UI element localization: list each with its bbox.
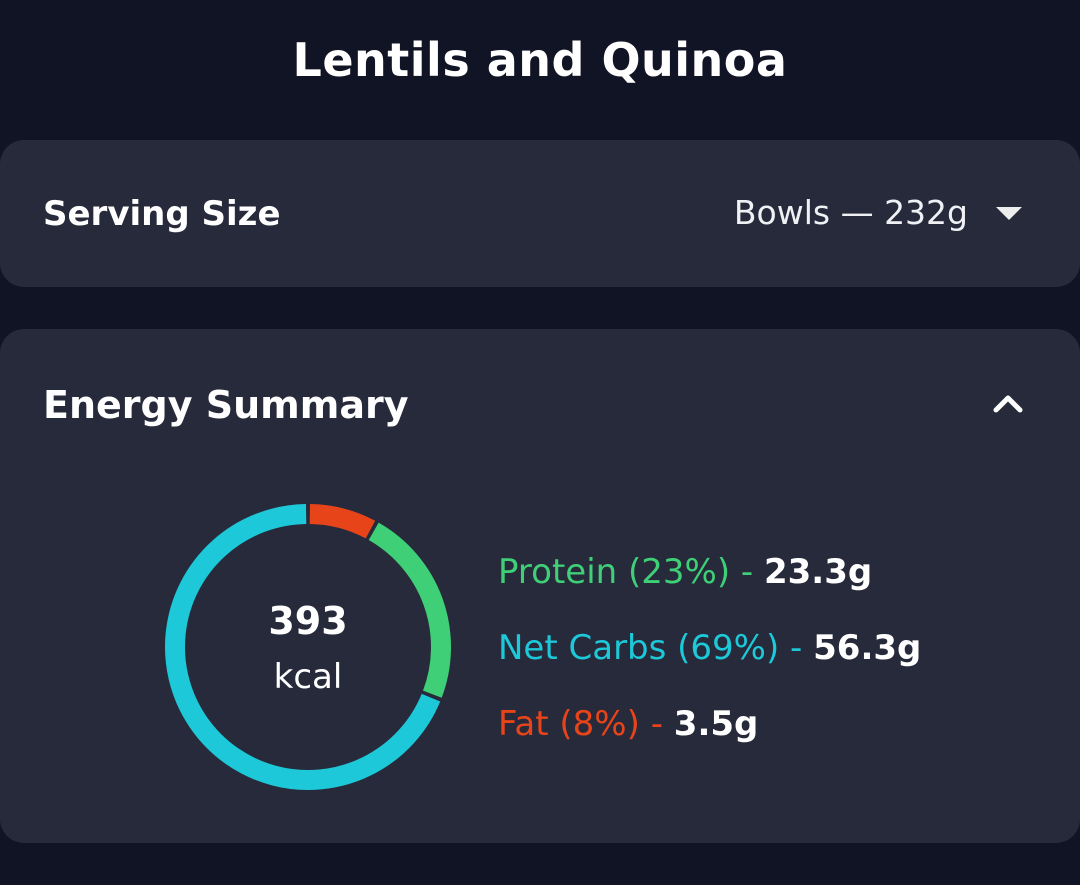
page-title: Lentils and Quinoa <box>292 33 788 87</box>
serving-size-card: Serving Size Bowls — 232g <box>0 140 1080 287</box>
donut-center: 393 kcal <box>162 501 454 793</box>
donut-segment-fat <box>309 504 376 539</box>
macro-dash: - <box>779 628 814 668</box>
donut-segment-net-carbs <box>165 504 441 790</box>
macro-list: Protein (23%) - 23.3g Net Carbs (69%) - … <box>498 551 921 779</box>
macro-amount-fat: 3.5g <box>673 704 759 744</box>
macro-row-protein: Protein (23%) - 23.3g <box>498 551 921 593</box>
macro-row-fat: Fat (8%) - 3.5g <box>498 703 921 745</box>
donut-segment-protein <box>368 522 451 698</box>
calorie-donut-chart: 393 kcal <box>162 501 454 793</box>
energy-summary-card: Energy Summary 393 kcal Protein (23%) - … <box>0 329 1080 843</box>
serving-size-dropdown[interactable]: Bowls — 232g <box>734 188 1022 238</box>
macro-amount-net-carbs: 56.3g <box>813 628 922 668</box>
caret-down-icon <box>996 206 1022 220</box>
macro-label-protein: Protein (23%) <box>498 552 731 592</box>
energy-summary-title: Energy Summary <box>43 383 409 427</box>
collapse-button[interactable] <box>988 383 1028 423</box>
kcal-unit: kcal <box>273 657 343 697</box>
serving-size-label: Serving Size <box>43 194 281 234</box>
serving-size-value: Bowls — 232g <box>733 193 968 232</box>
kcal-value: 393 <box>268 599 348 643</box>
macro-amount-protein: 23.3g <box>763 552 873 592</box>
macro-dash: - <box>730 552 764 592</box>
chevron-up-icon <box>993 395 1023 413</box>
macro-label-fat: Fat (8%) <box>498 704 640 744</box>
donut-ring <box>165 504 451 790</box>
macro-row-net-carbs: Net Carbs (69%) - 56.3g <box>498 627 921 669</box>
macro-dash: - <box>639 704 674 744</box>
macro-label-net-carbs: Net Carbs (69%) <box>498 628 780 668</box>
